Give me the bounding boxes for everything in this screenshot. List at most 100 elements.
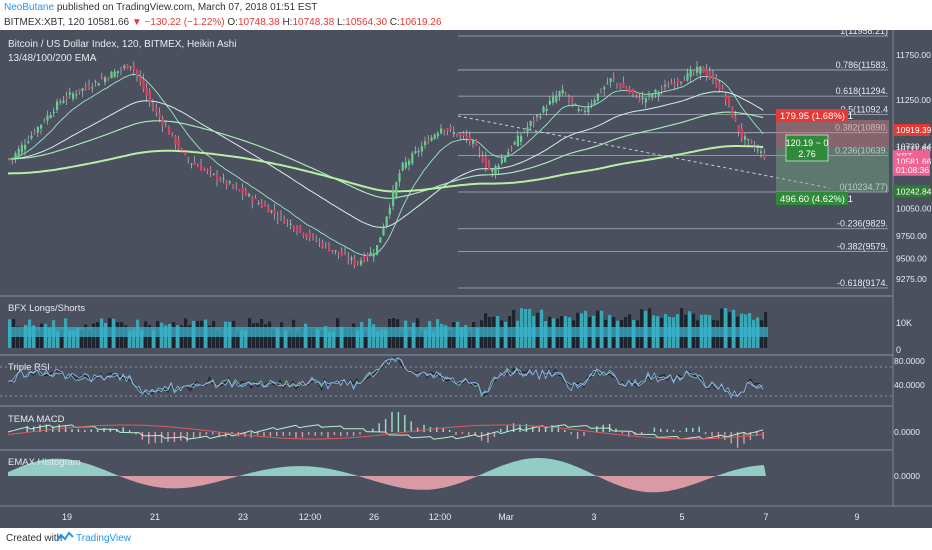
candle-body xyxy=(536,115,539,117)
bfx-bar xyxy=(364,331,368,348)
candle-body xyxy=(145,87,148,96)
candle-body xyxy=(718,82,721,90)
candle-body xyxy=(120,68,123,70)
candle-body xyxy=(174,136,177,145)
candle-body xyxy=(760,151,763,154)
long-position-tool[interactable]: 179.95 (1.68%) 1 496.60 (4.62%) 1 120.19… xyxy=(776,109,889,205)
candle-body xyxy=(190,163,193,165)
candle-body xyxy=(203,169,206,171)
candle-body xyxy=(516,135,519,147)
candle-body xyxy=(187,159,190,161)
price-change: ▼ −130.22 (−1.22%) xyxy=(131,17,225,28)
bfx-bar xyxy=(308,328,312,348)
bfx-bar xyxy=(432,331,436,348)
candle-body xyxy=(513,141,516,145)
candle-body xyxy=(388,207,391,215)
candle-body xyxy=(395,182,398,198)
candle-body xyxy=(97,83,100,86)
candle-body xyxy=(609,78,612,83)
candle-body xyxy=(440,128,443,134)
bfx-bar xyxy=(356,330,360,348)
price-tick-label: 10050.00 xyxy=(896,204,932,214)
candle-body xyxy=(449,126,452,130)
chart-canvas[interactable]: 1(11958.21) 0.786(11583. 0.618(11294. 0.5(1… xyxy=(0,30,932,528)
candle-body xyxy=(180,149,183,151)
candle-body xyxy=(420,146,423,152)
candle-body xyxy=(52,111,55,113)
candle-body xyxy=(318,241,321,243)
candle-body xyxy=(136,70,139,76)
symbol-label: BITMEX:XBT, 120 xyxy=(4,17,88,28)
candle-body xyxy=(43,120,46,122)
candle-body xyxy=(673,83,676,86)
low-label: L: xyxy=(336,17,346,28)
candle-body xyxy=(11,157,14,159)
candle-body xyxy=(724,95,727,101)
candle-body xyxy=(459,133,462,135)
candle-body xyxy=(251,198,254,203)
candle-body xyxy=(376,245,379,255)
target-label-box xyxy=(776,192,848,205)
time-tick-label: 5 xyxy=(679,512,684,522)
bfx-bar xyxy=(88,329,92,348)
bfx-bar xyxy=(376,331,380,348)
tema-signal-line xyxy=(7,424,764,440)
time-tick-label: 9 xyxy=(854,512,859,522)
candle-body xyxy=(696,66,699,73)
stop-label-box xyxy=(776,109,848,122)
publish-line: NeoButane published on TradingView.com, … xyxy=(4,2,317,13)
fib-level-label: 0.786(11583. xyxy=(836,60,888,70)
candle-body xyxy=(260,202,263,207)
candle-body xyxy=(334,250,337,252)
candle-body xyxy=(702,67,705,73)
candle-body xyxy=(532,120,535,122)
candle-body xyxy=(84,86,87,88)
price-tick-label: 11250.00 xyxy=(896,95,931,105)
candle-body xyxy=(107,78,110,80)
publish-info: published on TradingView.com, March 07, … xyxy=(54,2,318,13)
bfx-bar xyxy=(56,331,60,348)
bfx-bar xyxy=(468,331,472,348)
candle-body xyxy=(616,83,619,85)
author-link[interactable]: NeoButane xyxy=(4,2,55,13)
candle-body xyxy=(232,184,235,187)
candle-body xyxy=(360,260,363,265)
ema-legend: 13/48/100/200 EMA xyxy=(8,53,97,64)
candle-body xyxy=(638,98,641,102)
candle-body xyxy=(593,100,596,104)
candle-body xyxy=(641,97,644,100)
candle-body xyxy=(219,178,222,182)
candle-body xyxy=(110,71,113,79)
candle-body xyxy=(632,89,635,94)
candle-body xyxy=(740,128,743,139)
fib-level-label: 1(11958.21) xyxy=(840,30,888,36)
candle-body xyxy=(379,237,382,243)
candle-body xyxy=(564,94,567,96)
candle-body xyxy=(414,150,417,154)
fibonacci-retracement[interactable]: 1(11958.21) 0.786(11583. 0.618(11294. 0.5(1… xyxy=(458,30,888,289)
bfx-bar xyxy=(132,329,136,348)
candle-body xyxy=(456,133,459,137)
candle-body xyxy=(676,79,679,83)
candle-body xyxy=(33,131,36,134)
candle-body xyxy=(648,93,651,96)
candle-body xyxy=(340,252,343,256)
candle-body xyxy=(337,251,340,254)
fib-level-label: -0.236(9829. xyxy=(837,219,888,229)
candle-body xyxy=(81,88,84,92)
candle-body xyxy=(296,228,299,232)
bfx-bar xyxy=(68,330,72,348)
candle-body xyxy=(548,100,551,105)
candle-body xyxy=(580,109,583,111)
candle-body xyxy=(65,96,68,99)
time-axis[interactable]: 19 21 23 12:00 26 12:00 Mar 3 5 7 9 xyxy=(62,512,860,522)
fib-level-label: 0.236(10639. xyxy=(835,145,888,155)
tradingview-brand[interactable]: TradingView xyxy=(76,533,132,544)
candle-body xyxy=(545,108,548,112)
candle-body xyxy=(689,70,692,77)
candle-body xyxy=(628,88,631,93)
price-badge xyxy=(893,124,930,137)
time-tick-label: 26 xyxy=(369,512,379,522)
bfx-bar xyxy=(408,330,412,348)
